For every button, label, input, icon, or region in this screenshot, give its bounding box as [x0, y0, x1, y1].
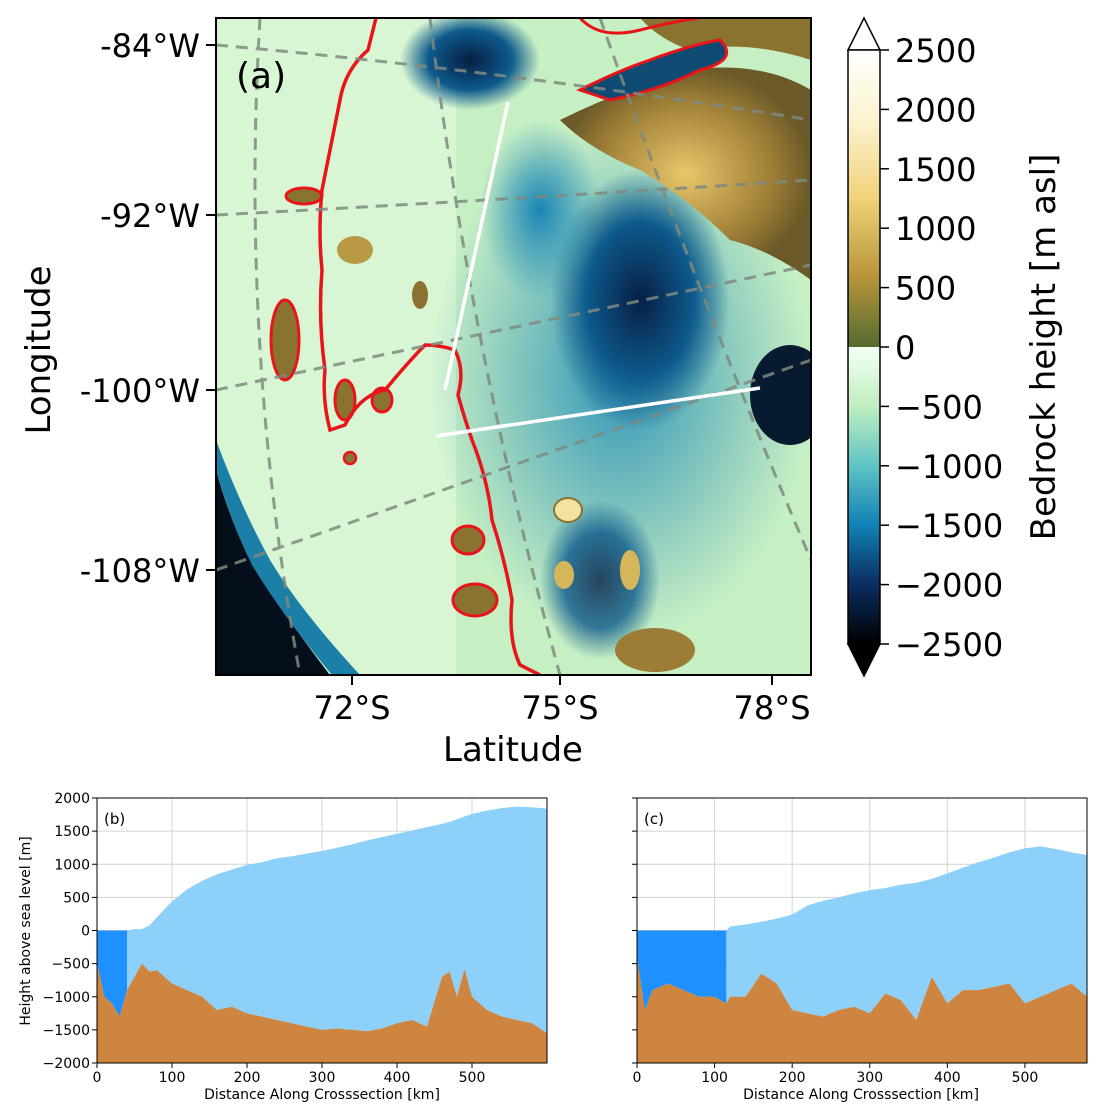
continental-slope [216, 470, 330, 675]
x-tick-label: 100 [701, 1070, 728, 1086]
panel-label-a: (a) [236, 56, 286, 97]
map-y-tick-label: -84°W [100, 27, 200, 65]
ocean-area [97, 930, 127, 1017]
x-tick-label: 200 [234, 1070, 261, 1086]
x-tick-label: 400 [384, 1070, 411, 1086]
ice-area [637, 846, 1087, 1020]
y-tick-label: −1500 [43, 1023, 90, 1039]
map-x-tick-label: 72°S [313, 689, 390, 727]
y-tick-label: 0 [81, 924, 90, 940]
grounding-line [318, 18, 541, 675]
y-tick-label: −500 [52, 957, 90, 973]
colorbar-tick-label: 2000 [895, 91, 976, 129]
profile-panel-b: 0 100 200 300 400 500 2000 1500 1000 500 0 −500 −100… [18, 791, 548, 1103]
profile-panel-c: 0 100 200 300 400 500 (c) Distance Along Cros… [632, 797, 1088, 1103]
panel-label-b: (b) [104, 810, 125, 828]
nunatak-5 [412, 281, 428, 309]
highland-east [560, 67, 811, 280]
colorbar-ticks: 2500 2000 1500 1000 500 0 −500 −1000 −1500 −2000 −… [880, 32, 1003, 664]
y-tick-label: −2000 [43, 1056, 90, 1072]
map-x-tick-label: 78°S [733, 689, 810, 727]
x-tick-label: 400 [934, 1070, 961, 1086]
y-tick-label: −1000 [43, 990, 90, 1006]
island-5 [450, 524, 486, 556]
nunatak-4 [337, 236, 373, 264]
colorbar-tick-label: −2000 [895, 567, 1003, 605]
colorbar: 2500 2000 1500 1000 500 0 −500 −1000 −1500 −2000 −… [846, 16, 1064, 678]
map-x-tick-label: 75°S [521, 689, 598, 727]
x-tick-label: 100 [159, 1070, 186, 1086]
map-y-tick-label: -92°W [100, 197, 200, 235]
map-x-ticks: 72°S 75°S 78°S [313, 675, 811, 727]
bedrock-heatmap [216, 18, 811, 675]
island-3 [333, 378, 357, 422]
grounding-line-north [578, 18, 701, 35]
island-4 [284, 186, 324, 206]
x-tick-label: 500 [459, 1070, 486, 1086]
mid-trough [480, 120, 600, 300]
colorbar-tick-label: 0 [895, 329, 915, 367]
profile-b-y-axis-label: Height above sea level [m] [18, 836, 34, 1025]
ice-stream-north [576, 38, 729, 102]
map-y-ticks: -84°W -92°W -100°W -108°W [80, 27, 216, 590]
transect-c [435, 386, 761, 438]
panel-label-c: (c) [644, 810, 664, 828]
map-y-tick-label: -100°W [80, 372, 200, 410]
colorbar-tick-label: 1500 [895, 151, 976, 189]
map-y-tick-label: -108°W [80, 552, 200, 590]
ice-area [97, 806, 547, 1034]
island-7 [342, 450, 358, 466]
bedrock-area [97, 963, 547, 1063]
colorbar-tick-label: −500 [895, 388, 983, 426]
transect-b [443, 101, 510, 391]
island-6 [451, 582, 499, 618]
colorbar-tick-label: −1000 [895, 448, 1003, 486]
colorbar-tick-label: −2500 [895, 626, 1003, 664]
y-tick-label: 1500 [54, 824, 90, 840]
bedrock-area [637, 957, 1087, 1063]
colorbar-tick-label: 500 [895, 270, 956, 308]
map-panel-a: (a) -84°W -92°W -100°W -108°W 72°S 75°S … [19, 17, 812, 770]
map-frame [215, 17, 812, 676]
island-west [269, 298, 301, 382]
colorbar-tick-label: 2500 [895, 32, 976, 70]
y-tick-label: 1000 [54, 857, 90, 873]
colorbar-tick-label: 1000 [895, 210, 976, 248]
ocean-area [637, 930, 727, 1010]
deep-trough-2 [400, 18, 540, 110]
nunatak-1 [553, 497, 583, 523]
colorbar-tick-label: −1500 [895, 507, 1003, 545]
profile-b-plot: 0 100 200 300 400 500 2000 1500 1000 500 0 −500 −100… [43, 791, 548, 1086]
x-tick-label: 0 [633, 1070, 642, 1086]
x-tick-label: 300 [856, 1070, 883, 1086]
profile-c-x-axis-label: Distance Along Crosssection [km] [743, 1087, 979, 1103]
x-tick-label: 300 [309, 1070, 336, 1086]
deep-trough-4 [540, 500, 660, 660]
profile-b-x-axis-label: Distance Along Crosssection [km] [204, 1087, 440, 1103]
graticule [216, 18, 811, 675]
colorbar-extend-min [846, 643, 882, 678]
x-tick-label: 0 [93, 1070, 102, 1086]
colorbar-scale [847, 49, 881, 645]
colorbar-label: Bedrock height [m asl] [1024, 154, 1064, 541]
colorbar-extend-max [846, 16, 882, 51]
y-tick-label: 500 [63, 890, 90, 906]
nunatak-6 [615, 628, 695, 672]
highland-northeast [640, 18, 811, 60]
profile-c-plot: 0 100 200 300 400 500 [632, 797, 1088, 1086]
map-y-axis-label: Longitude [19, 265, 59, 434]
x-tick-label: 200 [779, 1070, 806, 1086]
x-tick-label: 500 [1012, 1070, 1039, 1086]
y-tick-label: 2000 [54, 791, 90, 807]
map-x-axis-label: Latitude [443, 730, 583, 770]
nunatak-2 [554, 561, 574, 589]
nunatak-3 [620, 550, 640, 590]
deep-trough-3 [750, 345, 811, 445]
